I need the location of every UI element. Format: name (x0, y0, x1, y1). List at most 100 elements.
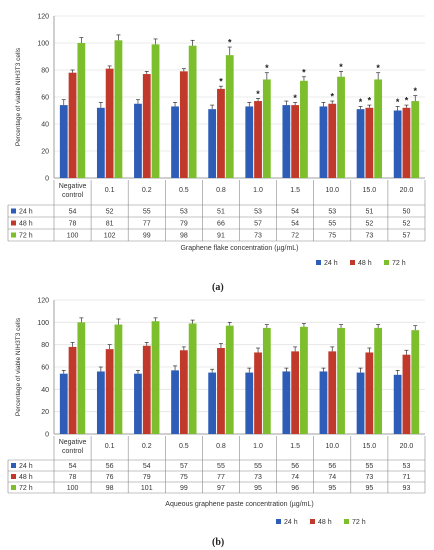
legend-swatch (310, 519, 315, 524)
legend-label: 48 h (358, 260, 372, 267)
significance-marker: * (339, 62, 343, 72)
table-legend-swatch (11, 220, 16, 226)
table-row-label: 72 h (19, 233, 33, 240)
table-cell: 54 (143, 463, 151, 470)
bar (356, 109, 365, 178)
x-axis-label: Graphene flake concentration (µg/mL) (180, 245, 298, 252)
x-tick-label: 0.8 (216, 443, 226, 450)
table-cell: 93 (403, 485, 411, 492)
x-tick-label: 1.5 (290, 187, 300, 194)
table-legend-swatch (11, 485, 16, 490)
table-row-label: 24 h (19, 209, 33, 216)
table-cell: 56 (328, 463, 336, 470)
bar (171, 370, 179, 434)
table-cell: 73 (254, 474, 262, 481)
table-cell: 75 (328, 233, 336, 240)
bar (68, 72, 77, 178)
table-cell: 98 (106, 485, 114, 492)
x-tick-label: Negative (59, 439, 87, 446)
bar (365, 352, 374, 434)
bar (337, 327, 345, 434)
legend-label: 72 h (392, 260, 406, 267)
table-cell: 74 (328, 474, 336, 481)
bar (59, 105, 68, 178)
bar (114, 324, 123, 434)
legend-swatch (316, 260, 321, 265)
bar (374, 327, 383, 434)
table-cell: 77 (217, 474, 225, 481)
table-cell: 95 (328, 485, 336, 492)
y-tick-label: 80 (41, 342, 49, 349)
significance-marker: * (302, 67, 306, 77)
table-cell: 56 (106, 463, 114, 470)
caption-a: (a) (212, 282, 224, 293)
table-cell: 97 (217, 485, 225, 492)
x-tick-label: control (62, 192, 83, 199)
caption-b: (b) (212, 537, 225, 548)
legend-swatch (344, 519, 349, 524)
y-tick-label: 120 (37, 298, 49, 305)
bar (337, 76, 345, 178)
x-tick-label: 15.0 (363, 443, 377, 450)
table-cell: 73 (365, 233, 373, 240)
bar (217, 88, 225, 178)
bar (291, 351, 300, 434)
y-tick-label: 0 (45, 176, 49, 183)
table-cell: 53 (403, 463, 411, 470)
x-tick-label: 0.1 (105, 187, 115, 194)
legend-swatch (384, 260, 389, 265)
x-tick-label: 0.1 (105, 443, 115, 450)
bar (402, 107, 411, 178)
table-legend-swatch (11, 463, 16, 468)
bar (77, 43, 86, 178)
bar (171, 106, 179, 178)
table-cell: 74 (291, 474, 299, 481)
bar (179, 71, 188, 178)
bar (411, 101, 420, 178)
table-cell: 95 (254, 485, 262, 492)
table-cell: 73 (365, 474, 373, 481)
bar (319, 371, 328, 434)
y-tick-label: 0 (45, 432, 49, 439)
significance-marker: * (256, 89, 260, 99)
significance-marker: * (228, 38, 232, 48)
y-tick-label: 100 (37, 320, 49, 327)
table-legend-swatch (11, 208, 16, 214)
table-cell: 72 (291, 233, 299, 240)
x-tick-label: 10.0 (325, 443, 339, 450)
bar (262, 327, 271, 434)
table-cell: 100 (67, 485, 79, 492)
table-cell: 102 (104, 233, 116, 240)
table-cell: 99 (180, 485, 188, 492)
table-legend-swatch (11, 232, 16, 238)
bar (114, 40, 123, 178)
table-cell: 52 (106, 209, 114, 216)
x-axis-label: Aqueous graphene paste concentration (µg… (165, 501, 313, 508)
bar (245, 106, 254, 178)
bar (105, 349, 114, 434)
x-tick-label: 1.0 (253, 443, 263, 450)
chart-b: 0 20 40 60 80 100 120 Percentage of viable NIH3… (7, 298, 426, 526)
table-cell: 57 (403, 233, 411, 240)
x-tick-label: 15.0 (363, 187, 377, 194)
table-row-label: 24 h (19, 463, 33, 470)
bar (142, 345, 151, 434)
table-cell: 51 (217, 209, 225, 216)
bar (208, 109, 217, 178)
bar (208, 372, 217, 434)
x-tick-label: 20.0 (400, 443, 414, 450)
table-cell: 71 (403, 474, 411, 481)
table-row-label: 48 h (19, 221, 33, 228)
legend-swatch (276, 519, 281, 524)
bar (134, 373, 142, 434)
y-tick-label: 100 (37, 41, 49, 48)
table-cell: 57 (254, 221, 262, 228)
bar (68, 346, 77, 434)
significance-marker: * (330, 92, 334, 102)
y-tick-label: 60 (41, 365, 49, 372)
bar (282, 371, 291, 434)
y-tick-label: 60 (41, 95, 49, 102)
table-cell: 53 (254, 209, 262, 216)
y-tick-label: 20 (41, 149, 49, 156)
table-cell: 55 (365, 463, 373, 470)
